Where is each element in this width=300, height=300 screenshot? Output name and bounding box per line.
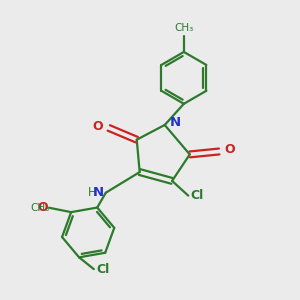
- Text: Cl: Cl: [190, 189, 204, 202]
- Text: CH₃: CH₃: [174, 23, 194, 33]
- Text: Cl: Cl: [96, 262, 110, 276]
- Text: H: H: [88, 186, 96, 199]
- Text: N: N: [170, 116, 181, 129]
- Text: O: O: [93, 120, 104, 133]
- Text: CH₃: CH₃: [30, 203, 49, 213]
- Text: O: O: [37, 201, 48, 214]
- Text: O: O: [224, 143, 235, 157]
- Text: N: N: [93, 186, 104, 199]
